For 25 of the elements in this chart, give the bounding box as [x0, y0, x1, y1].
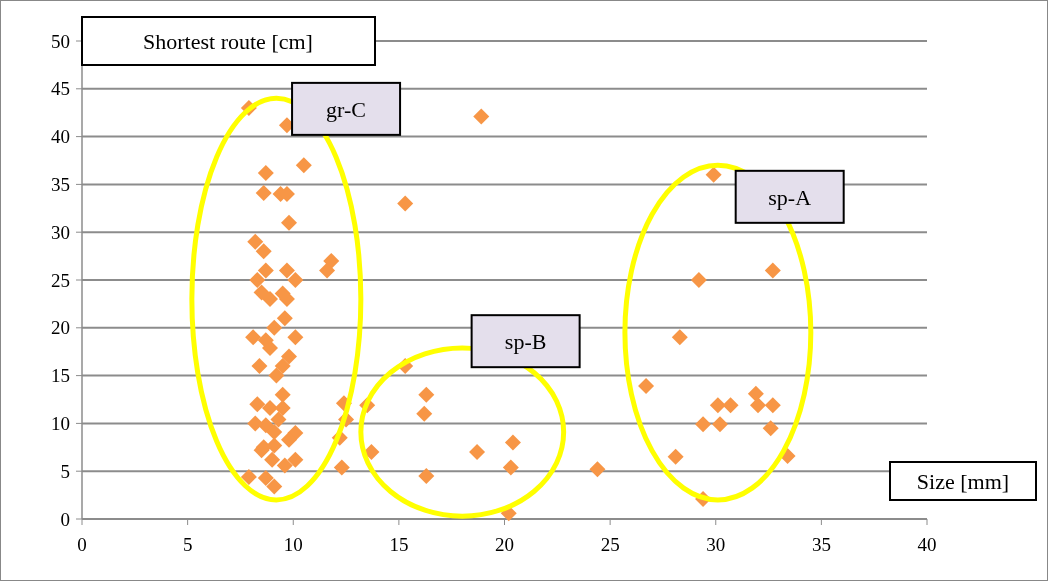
x-tick-label: 30	[706, 534, 726, 555]
y-tick-label: 0	[60, 508, 70, 530]
y-tick-label: 10	[51, 413, 70, 435]
annotation: gr-C	[326, 96, 367, 122]
x-tick-label: 5	[182, 534, 193, 555]
y-tick-label: 20	[51, 317, 70, 339]
y-tick-label: 30	[51, 221, 70, 243]
x-tick-label: 35	[811, 534, 831, 555]
y-tick-label: 35	[51, 174, 70, 196]
annotation: sp-B	[504, 328, 547, 354]
x-tick-label: 15	[389, 534, 409, 555]
y-tick-label: 45	[51, 78, 70, 100]
y-tick-label: 50	[51, 30, 70, 52]
x-tick-label: 25	[600, 534, 620, 555]
x-axis-title: Size [mm]	[916, 468, 1010, 494]
y-axis-title: Shortest route [cm]	[143, 28, 313, 54]
y-tick-label: 5	[60, 460, 70, 482]
x-tick-label: 40	[917, 534, 937, 555]
y-tick-label: 15	[51, 365, 70, 387]
x-tick-label: 20	[495, 534, 514, 555]
y-tick-label: 25	[51, 269, 70, 291]
annotation: sp-A	[768, 184, 812, 210]
y-tick-label: 40	[51, 126, 70, 148]
x-tick-label: 0	[77, 534, 87, 555]
x-tick-label: 10	[283, 534, 303, 555]
